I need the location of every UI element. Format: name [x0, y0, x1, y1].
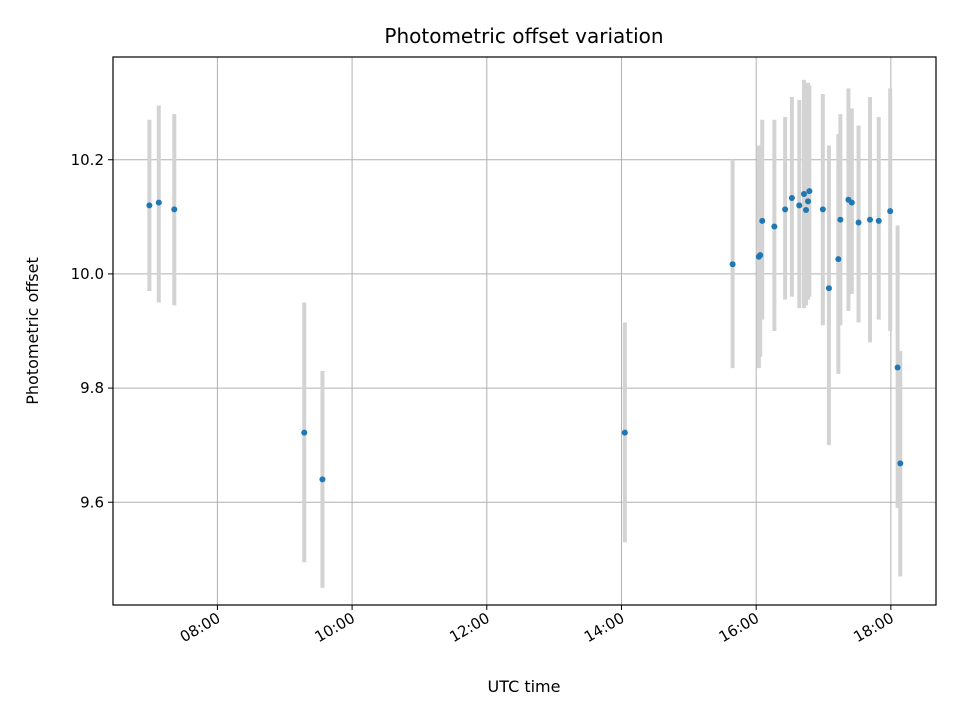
y-tick-label: 9.6 [80, 493, 104, 511]
data-point [837, 216, 844, 223]
data-point [825, 285, 832, 292]
data-point [788, 194, 795, 201]
data-point [782, 206, 789, 213]
data-point [319, 476, 326, 483]
y-tick-label: 9.8 [80, 379, 104, 397]
data-point [301, 429, 308, 436]
data-point [171, 206, 178, 213]
data-point [894, 364, 901, 371]
y-tick-label: 10.0 [71, 265, 104, 283]
data-points [146, 188, 904, 483]
data-point [803, 206, 810, 213]
y-axis-ticks: 9.6 9.8 10.0 10.2 [71, 151, 113, 511]
chart-title: Photometric offset variation [384, 24, 663, 48]
data-point [729, 261, 736, 268]
data-point [887, 208, 894, 215]
data-point [897, 460, 904, 467]
data-point [796, 202, 803, 209]
data-point [155, 199, 162, 206]
data-point [805, 198, 812, 205]
data-point [800, 191, 807, 197]
y-axis-label: Photometric offset [23, 257, 42, 405]
data-point [759, 217, 766, 224]
data-point [819, 206, 826, 213]
data-point [621, 429, 628, 436]
y-tick-label: 10.2 [71, 151, 104, 169]
data-point [848, 199, 855, 206]
data-point [855, 219, 862, 226]
data-point [866, 216, 873, 223]
data-point [835, 256, 842, 263]
data-point [146, 202, 153, 209]
data-point [757, 252, 764, 259]
x-axis-label: UTC time [488, 677, 561, 696]
data-point [806, 188, 813, 195]
plot-frame [112, 56, 937, 606]
data-point [771, 223, 778, 230]
data-point [875, 217, 882, 224]
